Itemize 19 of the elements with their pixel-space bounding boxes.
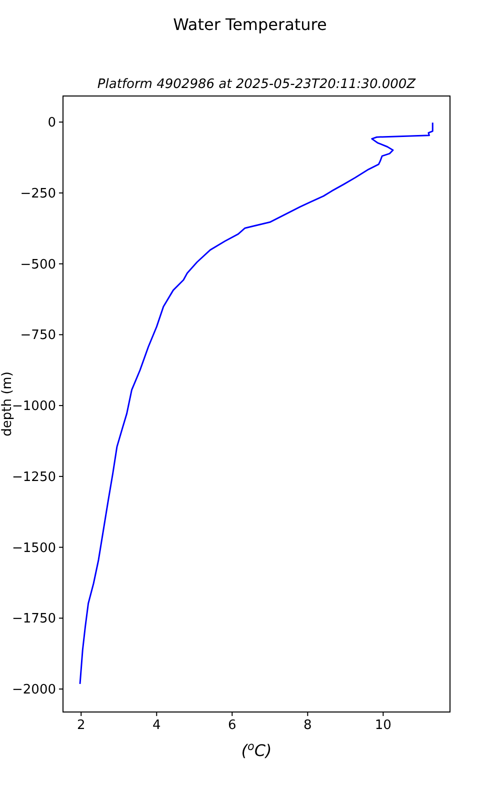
y-tick-label: −1500 bbox=[12, 540, 56, 556]
chart-title: Water Temperature bbox=[173, 15, 327, 34]
x-tick-label: 6 bbox=[228, 718, 236, 733]
y-tick-label: 0 bbox=[48, 116, 56, 131]
y-tick-label: −2000 bbox=[12, 682, 56, 698]
y-tick-label: −750 bbox=[20, 328, 56, 344]
x-tick-label: 4 bbox=[152, 718, 161, 733]
y-tick-label: −250 bbox=[20, 186, 56, 202]
line-series bbox=[79, 122, 434, 685]
x-axis-title: ($^{o}$C) bbox=[241, 740, 272, 760]
x-tick-label: 10 bbox=[374, 718, 392, 733]
y-tick-label: −1750 bbox=[12, 612, 56, 627]
y-axis-title: depth (m) bbox=[0, 372, 15, 436]
x-tick-label: 2 bbox=[76, 718, 86, 733]
y-tick-label: −1000 bbox=[12, 399, 56, 414]
y-tick-label: −1250 bbox=[12, 470, 56, 485]
chart-subtitle: Platform 4902986 at 2025-05-23T20:11:30.000Z bbox=[97, 77, 417, 92]
x-tick-label: 8 bbox=[304, 718, 312, 733]
y-tick-label: −500 bbox=[20, 257, 56, 272]
